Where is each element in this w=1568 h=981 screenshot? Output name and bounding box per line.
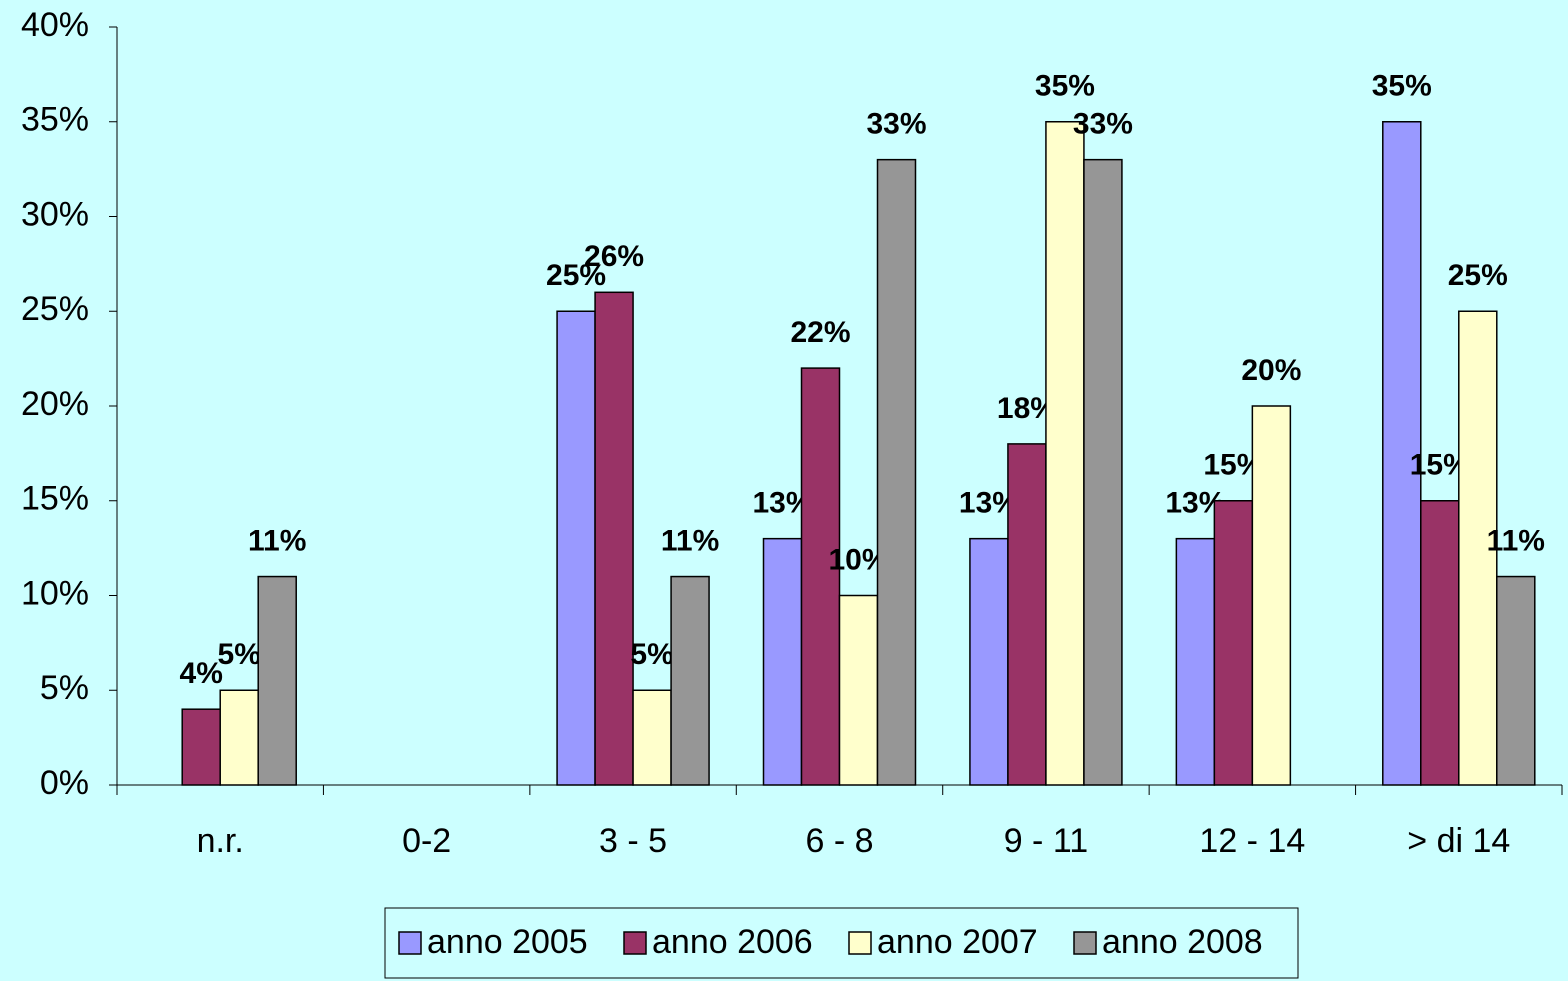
bar [1458,310,1498,786]
legend-label: anno 2005 [427,923,588,961]
bar [632,689,672,786]
bar [800,367,841,786]
value-label: 25% [1448,259,1508,292]
value-label: 5% [218,638,261,671]
bar [1382,121,1422,786]
bar [257,575,297,786]
value-label: 33% [866,108,926,141]
bar [1496,575,1536,786]
legend-label: anno 2007 [877,923,1038,961]
value-label: 11% [1487,524,1545,557]
legend-swatch [623,931,647,955]
value-label: 26% [584,240,644,273]
y-tick-label: 40% [21,6,89,44]
legend-box [384,907,1299,979]
y-tick-label: 5% [40,669,89,707]
bar [1420,500,1460,786]
bar [1007,443,1047,786]
bar [762,537,803,786]
value-label: 20% [1241,354,1301,387]
value-label: 35% [1372,70,1432,103]
bar [838,594,879,786]
bar [556,310,596,786]
legend-swatch [1073,931,1097,955]
bar [1083,158,1123,786]
value-label: 5% [630,638,673,671]
legend-swatch [398,931,422,955]
x-tick-label: n.r. [197,822,244,860]
bar [1213,500,1254,786]
bar [219,689,259,786]
bar [1045,121,1085,786]
value-label: 11% [661,524,719,557]
x-tick-label: 0-2 [402,822,451,860]
value-label: 25% [546,259,606,292]
y-tick-label: 10% [21,574,89,612]
value-label: 11% [248,524,306,557]
bar [876,158,917,786]
legend-label: anno 2008 [1102,923,1263,961]
y-tick-label: 25% [21,290,89,328]
y-tick-label: 30% [21,195,89,233]
value-label: 22% [790,316,850,349]
bar [1251,405,1292,786]
x-tick-label: > di 14 [1407,822,1510,860]
y-tick-label: 15% [21,480,89,518]
value-label: 35% [1035,70,1095,103]
x-tick-label: 12 - 14 [1199,822,1305,860]
y-tick-label: 35% [21,101,89,139]
y-tick-label: 0% [40,764,89,802]
bar [594,291,634,786]
bar [1175,537,1216,786]
bar [969,537,1009,786]
bar [670,575,710,786]
x-tick-label: 3 - 5 [599,822,667,860]
x-tick-label: 9 - 11 [1004,822,1088,860]
bar [181,708,221,786]
value-label: 33% [1073,108,1133,141]
legend-label: anno 2006 [652,923,813,961]
legend-swatch [848,931,872,955]
value-label: 4% [180,657,223,690]
x-tick-label: 6 - 8 [805,822,873,860]
y-tick-label: 20% [21,385,89,423]
